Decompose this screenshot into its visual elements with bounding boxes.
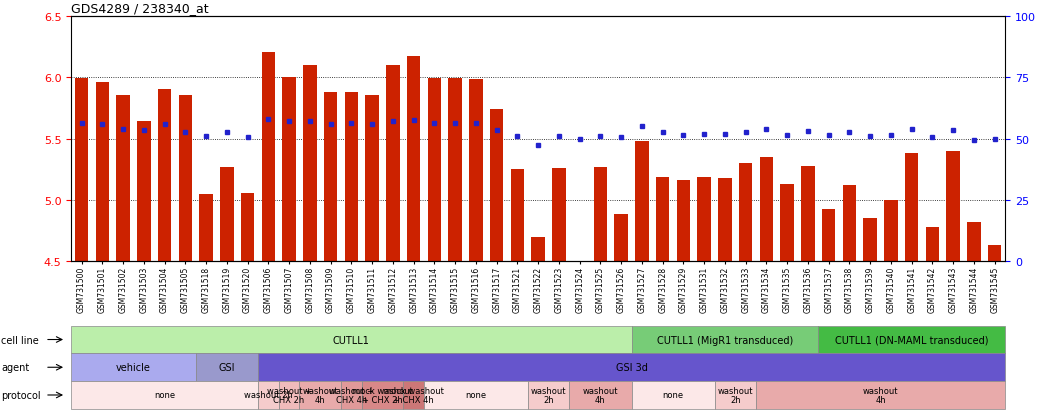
Bar (220, 167, 233, 262)
Text: cell line: cell line (1, 335, 39, 345)
Bar (615, 214, 628, 262)
Bar (241, 193, 254, 262)
Text: none: none (154, 391, 175, 399)
Bar (365, 96, 379, 262)
Bar (427, 79, 441, 262)
Text: washout +
CHX 4h: washout + CHX 4h (329, 386, 374, 404)
Text: GSI 3d: GSI 3d (616, 362, 647, 373)
Text: GDS4289 / 238340_at: GDS4289 / 238340_at (71, 2, 208, 15)
Bar (718, 178, 732, 262)
Bar (407, 57, 421, 262)
Text: vehicle: vehicle (116, 362, 151, 373)
Bar (283, 78, 296, 262)
Bar (74, 79, 88, 262)
Text: mock washout
+ CHX 4h: mock washout + CHX 4h (383, 386, 444, 404)
Bar (95, 83, 109, 262)
Bar (801, 166, 815, 262)
Bar (552, 169, 565, 262)
Text: washout
2h: washout 2h (717, 386, 753, 404)
Bar (655, 177, 669, 262)
Bar (448, 79, 462, 262)
Bar (386, 66, 400, 262)
Bar (636, 142, 649, 262)
Bar (697, 177, 711, 262)
Text: none: none (465, 391, 487, 399)
Bar (199, 195, 213, 262)
Bar (822, 209, 836, 262)
Text: washout
4h: washout 4h (863, 386, 898, 404)
Bar (594, 167, 607, 262)
Text: washout
4h: washout 4h (583, 386, 618, 404)
Text: CUTLL1 (DN-MAML transduced): CUTLL1 (DN-MAML transduced) (834, 335, 988, 345)
Bar (885, 200, 897, 262)
Bar (926, 228, 939, 262)
Text: washout
4h: washout 4h (303, 386, 338, 404)
Bar (137, 122, 151, 262)
Bar (946, 152, 960, 262)
Bar (760, 158, 773, 262)
Text: agent: agent (1, 362, 29, 373)
Bar (179, 96, 192, 262)
Bar (905, 154, 918, 262)
Text: GSI: GSI (219, 362, 236, 373)
Text: none: none (663, 391, 684, 399)
Bar (511, 170, 525, 262)
Text: washout +
CHX 2h: washout + CHX 2h (267, 386, 312, 404)
Text: mock washout
+ CHX 2h: mock washout + CHX 2h (352, 386, 413, 404)
Bar (490, 110, 504, 262)
Bar (864, 219, 877, 262)
Bar (158, 90, 172, 262)
Bar (116, 96, 130, 262)
Text: CUTLL1: CUTLL1 (333, 335, 370, 345)
Bar (324, 93, 337, 262)
Bar (469, 80, 483, 262)
Bar (304, 66, 316, 262)
Bar (780, 185, 794, 262)
Text: washout
2h: washout 2h (531, 386, 566, 404)
Bar (344, 93, 358, 262)
Text: washout 2h: washout 2h (244, 391, 293, 399)
Bar (843, 186, 856, 262)
Bar (988, 246, 1002, 262)
Text: protocol: protocol (1, 390, 41, 400)
Bar (573, 262, 586, 305)
Bar (739, 164, 753, 262)
Bar (967, 223, 981, 262)
Bar (676, 181, 690, 262)
Text: CUTLL1 (MigR1 transduced): CUTLL1 (MigR1 transduced) (656, 335, 793, 345)
Bar (532, 237, 544, 262)
Bar (262, 53, 275, 262)
